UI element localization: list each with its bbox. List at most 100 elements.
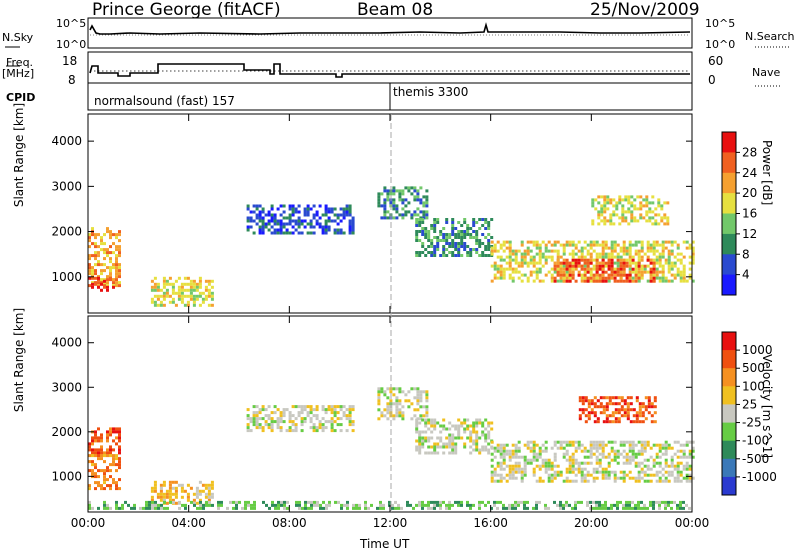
data-cell-velocity (430, 421, 434, 425)
data-cell-power (517, 261, 521, 265)
data-cell-velocity (159, 483, 163, 487)
data-cell-velocity (487, 430, 491, 434)
data-cell-velocity (445, 506, 448, 510)
data-cell-velocity (499, 473, 503, 477)
data-cell-velocity (623, 408, 627, 412)
data-cell-power (153, 303, 157, 307)
data-cell-power (508, 261, 512, 265)
data-cell-velocity (418, 500, 421, 504)
data-cell-velocity (415, 503, 418, 507)
data-cell-power (115, 284, 118, 288)
data-cell-power (342, 216, 346, 220)
data-cell-power (380, 204, 384, 208)
data-cell-power (418, 224, 422, 227)
data-cell-velocity (436, 442, 440, 446)
data-cell-power (571, 252, 575, 256)
data-cell-velocity (109, 433, 112, 437)
data-cell-velocity (599, 396, 603, 400)
data-cell-power (487, 245, 491, 248)
data-cell-velocity (156, 492, 160, 496)
data-cell-velocity (547, 476, 551, 480)
data-cell-power (112, 251, 115, 255)
data-cell-velocity (664, 470, 668, 474)
data-cell-velocity (303, 405, 307, 409)
data-cell-velocity (670, 446, 674, 450)
data-cell-power (609, 219, 613, 223)
data-cell-velocity (457, 418, 461, 422)
data-cell-velocity (496, 446, 500, 450)
data-cell-velocity (192, 492, 196, 496)
data-cell-power (639, 207, 643, 211)
data-cell-velocity (625, 503, 628, 507)
data-cell-power (682, 273, 686, 277)
data-cell-power (661, 249, 665, 253)
data-cell-velocity (610, 470, 614, 474)
data-cell-velocity (252, 414, 256, 418)
data-cell-velocity (578, 408, 582, 412)
data-cell-velocity (258, 408, 262, 412)
data-cell-power (487, 254, 491, 257)
data-cell-power (529, 249, 533, 253)
data-cell-power (606, 201, 610, 205)
data-cell-velocity (556, 440, 560, 444)
data-cell-power (657, 204, 661, 208)
data-cell-power (106, 278, 109, 282)
data-cell-power (679, 261, 683, 265)
data-cell-velocity (664, 452, 668, 456)
data-cell-power (324, 228, 328, 232)
data-cell-power (207, 294, 211, 298)
data-cell-power (279, 219, 283, 223)
data-cell-velocity (608, 402, 612, 406)
data-cell-power (457, 230, 461, 233)
data-cell-velocity (448, 442, 452, 446)
data-cell-velocity (505, 464, 509, 468)
data-cell-power (628, 267, 632, 271)
data-cell-velocity (496, 506, 499, 510)
data-cell-power (661, 264, 665, 268)
data-cell-power (493, 273, 497, 277)
data-cell-power (469, 248, 473, 251)
data-cell-velocity (631, 455, 635, 459)
data-cell-velocity (652, 464, 656, 468)
data-cell-velocity (421, 503, 424, 507)
data-cell-velocity (553, 464, 557, 468)
data-cell-power (637, 279, 641, 283)
data-cell-power (383, 210, 387, 214)
data-cell-velocity (377, 396, 381, 400)
data-cell-velocity (342, 405, 346, 409)
data-cell-power (404, 204, 408, 208)
data-cell-power (422, 213, 426, 217)
data-cell-power (688, 267, 692, 271)
data-cell-velocity (442, 442, 446, 446)
data-cell-velocity (448, 500, 451, 504)
data-cell-velocity (401, 414, 405, 418)
data-cell-velocity (641, 411, 645, 415)
data-cell-power (186, 294, 190, 298)
data-cell-velocity (631, 446, 635, 450)
data-cell-power (606, 219, 610, 223)
data-cell-power (291, 207, 295, 211)
data-cell-velocity (559, 503, 562, 507)
data-cell-power (460, 254, 464, 257)
data-cell-velocity (466, 424, 470, 428)
data-cell-power (586, 252, 590, 256)
data-cell-power (112, 285, 115, 289)
data-cell-power (633, 216, 637, 220)
data-cell-power (442, 227, 446, 230)
data-cell-power (583, 255, 587, 259)
data-cell-power (499, 270, 503, 274)
data-cell-velocity (622, 476, 626, 480)
data-cell-velocity (511, 452, 515, 456)
data-cell-power (676, 258, 680, 262)
data-cell-velocity (153, 480, 157, 484)
data-cell-velocity (109, 427, 112, 431)
data-cell-velocity (532, 470, 536, 474)
data-cell-velocity (298, 500, 301, 504)
data-cell-velocity (514, 467, 518, 471)
data-cell-velocity (511, 455, 515, 459)
data-cell-velocity (427, 451, 431, 455)
data-cell-power (631, 261, 635, 265)
data-cell-power (115, 269, 118, 273)
data-cell-velocity (418, 442, 422, 446)
data-cell-velocity (404, 399, 408, 403)
